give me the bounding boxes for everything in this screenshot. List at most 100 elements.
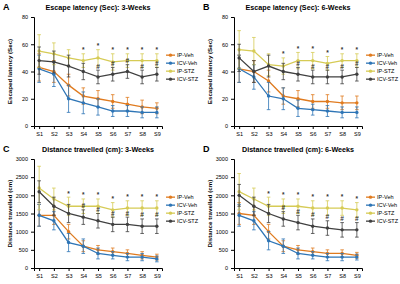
- marker: [282, 97, 285, 100]
- marker: [140, 225, 143, 228]
- x-tick-label: S2: [251, 131, 258, 137]
- y-tick: 2500: [216, 174, 234, 180]
- error-bar-cap: [111, 116, 115, 117]
- x-tick-mark: [113, 268, 114, 271]
- error-bar: [340, 70, 344, 84]
- x-tick: S8: [339, 126, 346, 137]
- error-bar-cap: [81, 79, 85, 80]
- significance: #: [326, 63, 330, 70]
- marker: [282, 245, 285, 248]
- error-bar-cap: [111, 53, 115, 54]
- error-bar-cap: [355, 260, 359, 261]
- y-axis-line: [31, 160, 35, 269]
- y-tick-mark: [31, 214, 34, 215]
- significance: *: [282, 191, 285, 198]
- error-bar-cap: [155, 81, 159, 82]
- error-bar: [155, 219, 159, 234]
- marker: [326, 226, 329, 229]
- y-tick-label: 20: [222, 96, 228, 102]
- marker: [52, 205, 55, 208]
- error-bar-cap: [326, 105, 330, 106]
- error-bar-cap: [126, 217, 130, 218]
- legend-item: IP-Veh: [166, 52, 194, 58]
- legend-item: IP-STZ: [166, 68, 195, 74]
- error-bar: [140, 107, 144, 118]
- error-bar-cap: [155, 106, 159, 107]
- x-tick-mark: [342, 268, 343, 271]
- error-bar: [355, 54, 359, 68]
- marker: [82, 101, 85, 104]
- error-bar-cap: [111, 248, 115, 249]
- error-bar-cap: [326, 94, 330, 95]
- x-tick: S4: [80, 268, 87, 279]
- error-bar-cap: [67, 49, 71, 50]
- error-bar-cap: [340, 200, 344, 201]
- marker: [296, 97, 299, 100]
- error-bar: [340, 201, 344, 216]
- error-bar-cap: [281, 79, 285, 80]
- significance: #: [140, 63, 144, 70]
- marker: [237, 56, 240, 59]
- x-tick-label: S1: [36, 273, 43, 279]
- marker: [296, 107, 299, 110]
- y-tick-mark: [31, 159, 34, 160]
- error-bar-cap: [281, 226, 285, 227]
- significance: #: [340, 215, 344, 222]
- y-tick-mark: [231, 214, 234, 215]
- x-tick-label: S5: [95, 131, 102, 137]
- error-bar: [111, 252, 115, 259]
- error-bar: [126, 253, 130, 260]
- x-axis-line: [35, 127, 163, 130]
- error-bar: [67, 55, 71, 77]
- legend-label: ICV-STZ: [177, 218, 199, 224]
- significance: #: [355, 215, 359, 222]
- error-bar-cap: [237, 71, 241, 72]
- marker: [96, 75, 99, 78]
- error-bar: [252, 61, 256, 83]
- error-bar-cap: [340, 106, 344, 107]
- error-bar-cap: [311, 251, 315, 252]
- x-tick-mark: [327, 268, 328, 271]
- legend-marker: [169, 77, 172, 80]
- x-tick: S1: [36, 268, 43, 279]
- marker: [340, 255, 343, 258]
- error-bar-cap: [37, 82, 41, 83]
- x-tick: S5: [295, 268, 302, 279]
- error-bar-cap: [252, 82, 256, 83]
- x-tick-mark: [142, 268, 143, 271]
- x-tick-label: S2: [251, 273, 258, 279]
- marker: [126, 223, 129, 226]
- error-bar-cap: [252, 37, 256, 38]
- x-tick-label: S6: [110, 131, 117, 137]
- marker: [52, 73, 55, 76]
- x-tick-mark: [98, 126, 99, 129]
- y-tick-mark: [31, 268, 34, 269]
- legend: IP-VehICV-VehIP-STZICV-STZ: [166, 52, 199, 82]
- error-bar-cap: [252, 60, 256, 61]
- error-bar-cap: [326, 116, 330, 117]
- significance: *: [297, 45, 300, 52]
- error-bar: [67, 85, 71, 112]
- x-tick-label: S3: [266, 273, 273, 279]
- series-line: [239, 215, 357, 257]
- error-bar: [340, 107, 344, 118]
- legend-label: ICV-STZ: [377, 218, 399, 224]
- error-bar: [281, 239, 285, 254]
- error-bar-cap: [267, 109, 271, 110]
- x-tick-mark: [54, 126, 55, 129]
- x-axis-line: [235, 269, 363, 272]
- x-tick-mark: [357, 126, 358, 129]
- significance: #: [311, 63, 315, 70]
- y-tick-label: 0: [225, 123, 228, 129]
- x-tick-label: S4: [80, 273, 87, 279]
- x-tick: S6: [310, 126, 317, 137]
- x-tick-label: S5: [295, 131, 302, 137]
- x-tick-label: S7: [325, 273, 332, 279]
- significance: #: [96, 206, 100, 213]
- marks: [37, 166, 158, 262]
- legend-item: ICV-STZ: [166, 76, 199, 82]
- x-tick-label: S8: [139, 273, 146, 279]
- error-bar-cap: [111, 94, 115, 95]
- error-bar-cap: [140, 253, 144, 254]
- error-bar-cap: [237, 30, 241, 31]
